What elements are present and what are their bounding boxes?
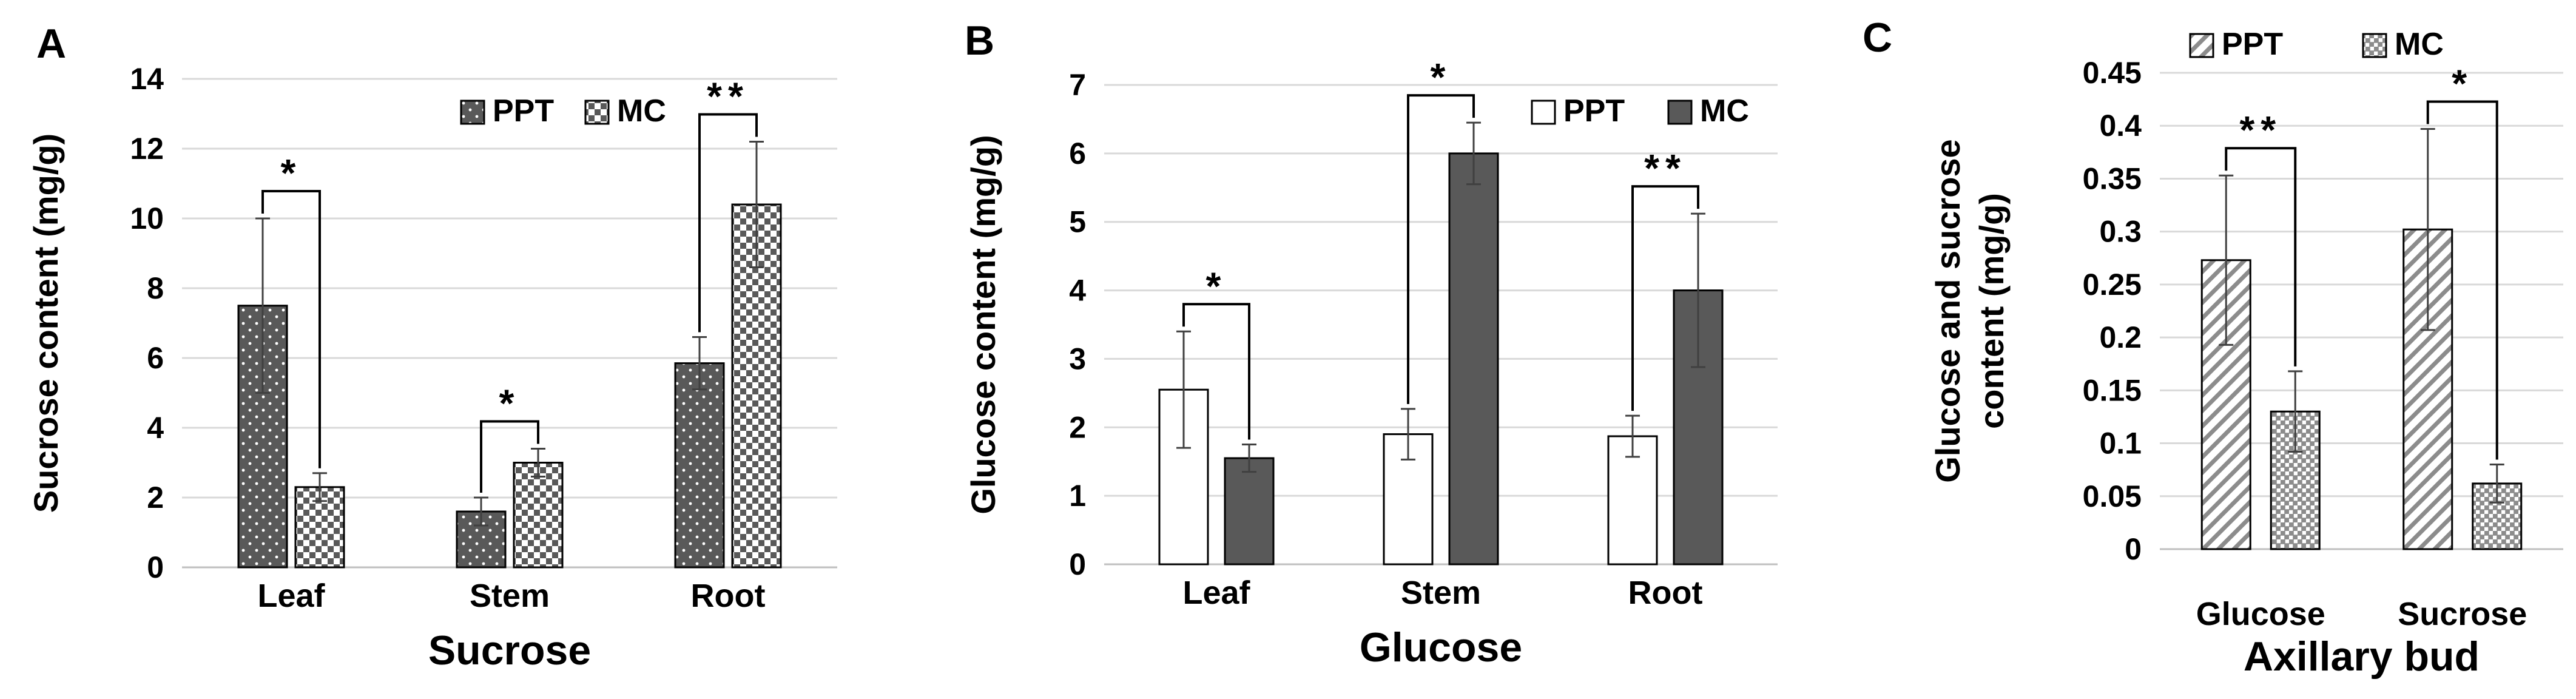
bar-mc-glucose (2270, 410, 2321, 550)
y-axis-label: Sucrose content (mg/g) (27, 133, 65, 513)
x-axis-label: Glucose (1360, 624, 1522, 670)
y-tick-label: 1 (1069, 479, 1086, 513)
y-tick-label: 10 (130, 201, 164, 235)
significance-bracket (261, 190, 321, 468)
y-tick-label: 0.45 (2083, 56, 2142, 90)
significance-bracket (2426, 100, 2498, 460)
y-tick-label: 0 (2125, 532, 2142, 566)
y-tick-label: 0.25 (2083, 268, 2142, 302)
significance-marker: * (2452, 61, 2473, 105)
x-tick-label: Root (1628, 575, 1703, 611)
y-tick-label: 6 (1069, 137, 1086, 171)
significance-bracket (480, 420, 539, 493)
legend-label-mc: MC (617, 93, 666, 129)
legend-label-ppt: PPT (2222, 27, 2283, 62)
y-tick-label: 0 (1069, 547, 1086, 581)
bar-ppt-root (674, 362, 725, 569)
significance-marker: ** (2239, 108, 2282, 152)
panel-label: A (36, 21, 66, 67)
y-tick-label: 0 (147, 550, 164, 584)
y-axis-label: Glucose and sucrose content (mg/g) (1929, 139, 2011, 482)
panel-b: B 0 1 2 3 4 5 6 7 Glucose content (mg/g) Glucose Le… (964, 18, 1778, 670)
bar-mc-stem (513, 462, 564, 569)
y-tick-label: 2 (1069, 410, 1086, 444)
legend-swatch-mc (1667, 100, 1693, 125)
bar-mc-stem (1448, 152, 1499, 566)
legend-label-mc: MC (1700, 93, 1749, 129)
y-tick-label: 7 (1069, 68, 1086, 102)
panel-a: A 0 2 4 6 8 10 12 14 Sucrose content (mg/g) Sucros… (27, 21, 837, 674)
y-tick-label: 0.15 (2083, 373, 2142, 407)
significance-marker: * (1431, 55, 1452, 99)
legend-swatch-ppt (460, 100, 485, 125)
y-axis-label-line: Glucose and sucrose (1929, 139, 1967, 482)
x-tick-label: Leaf (257, 578, 325, 614)
y-tick-label: 0.3 (2099, 215, 2142, 249)
legend-label-mc: MC (2395, 27, 2444, 62)
legend-swatch-ppt (2189, 33, 2214, 58)
panel-label: B (965, 18, 994, 64)
significance-marker: ** (707, 75, 749, 118)
x-tick-label: Glucose (2196, 596, 2325, 632)
significance-bracket (1631, 185, 1699, 411)
y-axis-label-line: content (mg/g) (1972, 193, 2011, 429)
legend-label-ppt: PPT (493, 93, 554, 129)
legend-swatch-mc (2362, 33, 2387, 58)
bar-mc-root (1673, 289, 1724, 566)
y-tick-label: 5 (1069, 205, 1086, 239)
significance-bracket (2225, 147, 2297, 366)
y-tick-label: 12 (130, 132, 164, 166)
y-tick-label: 0.1 (2099, 427, 2142, 461)
y-axis-label: Glucose content (mg/g) (964, 135, 1002, 514)
legend-swatch-mc (584, 100, 610, 125)
x-tick-label: Leaf (1182, 575, 1250, 611)
x-tick-label: Sucrose (2398, 596, 2527, 632)
x-tick-label: Stem (1401, 575, 1481, 611)
y-tick-label: 0.4 (2099, 109, 2142, 143)
significance-marker: * (499, 382, 521, 425)
significance-bracket (1182, 303, 1250, 440)
bar-mc-leaf (1224, 457, 1275, 566)
significance-bracket (698, 113, 758, 333)
significance-bracket (1407, 94, 1475, 404)
x-axis-label: Axillary bud (2244, 633, 2480, 680)
y-tick-label: 3 (1069, 342, 1086, 376)
y-tick-label: 6 (147, 341, 164, 375)
panel-c: C 0 0.05 0.1 0.15 0.2 0.25 0.3 0.35 0.4 0.45 Glucos… (1863, 15, 2563, 680)
x-tick-label: Stem (470, 578, 550, 614)
y-tick-label: 4 (1069, 274, 1086, 308)
y-tick-label: 4 (147, 411, 164, 445)
panel-label: C (1863, 15, 1892, 61)
x-tick-label: Root (691, 578, 766, 614)
y-tick-label: 8 (147, 271, 164, 305)
legend-label-ppt: PPT (1563, 93, 1625, 129)
y-tick-label: 0.05 (2083, 479, 2142, 513)
significance-marker: ** (1644, 146, 1687, 190)
y-tick-label: 0.35 (2083, 161, 2142, 195)
y-tick-label: 14 (130, 62, 164, 96)
legend-swatch-ppt (1531, 100, 1556, 125)
y-tick-label: 0.2 (2099, 320, 2142, 354)
significance-marker: * (1206, 264, 1227, 308)
y-tick-label: 2 (147, 481, 164, 515)
significance-marker: * (281, 151, 302, 195)
x-axis-label: Sucrose (428, 627, 591, 674)
